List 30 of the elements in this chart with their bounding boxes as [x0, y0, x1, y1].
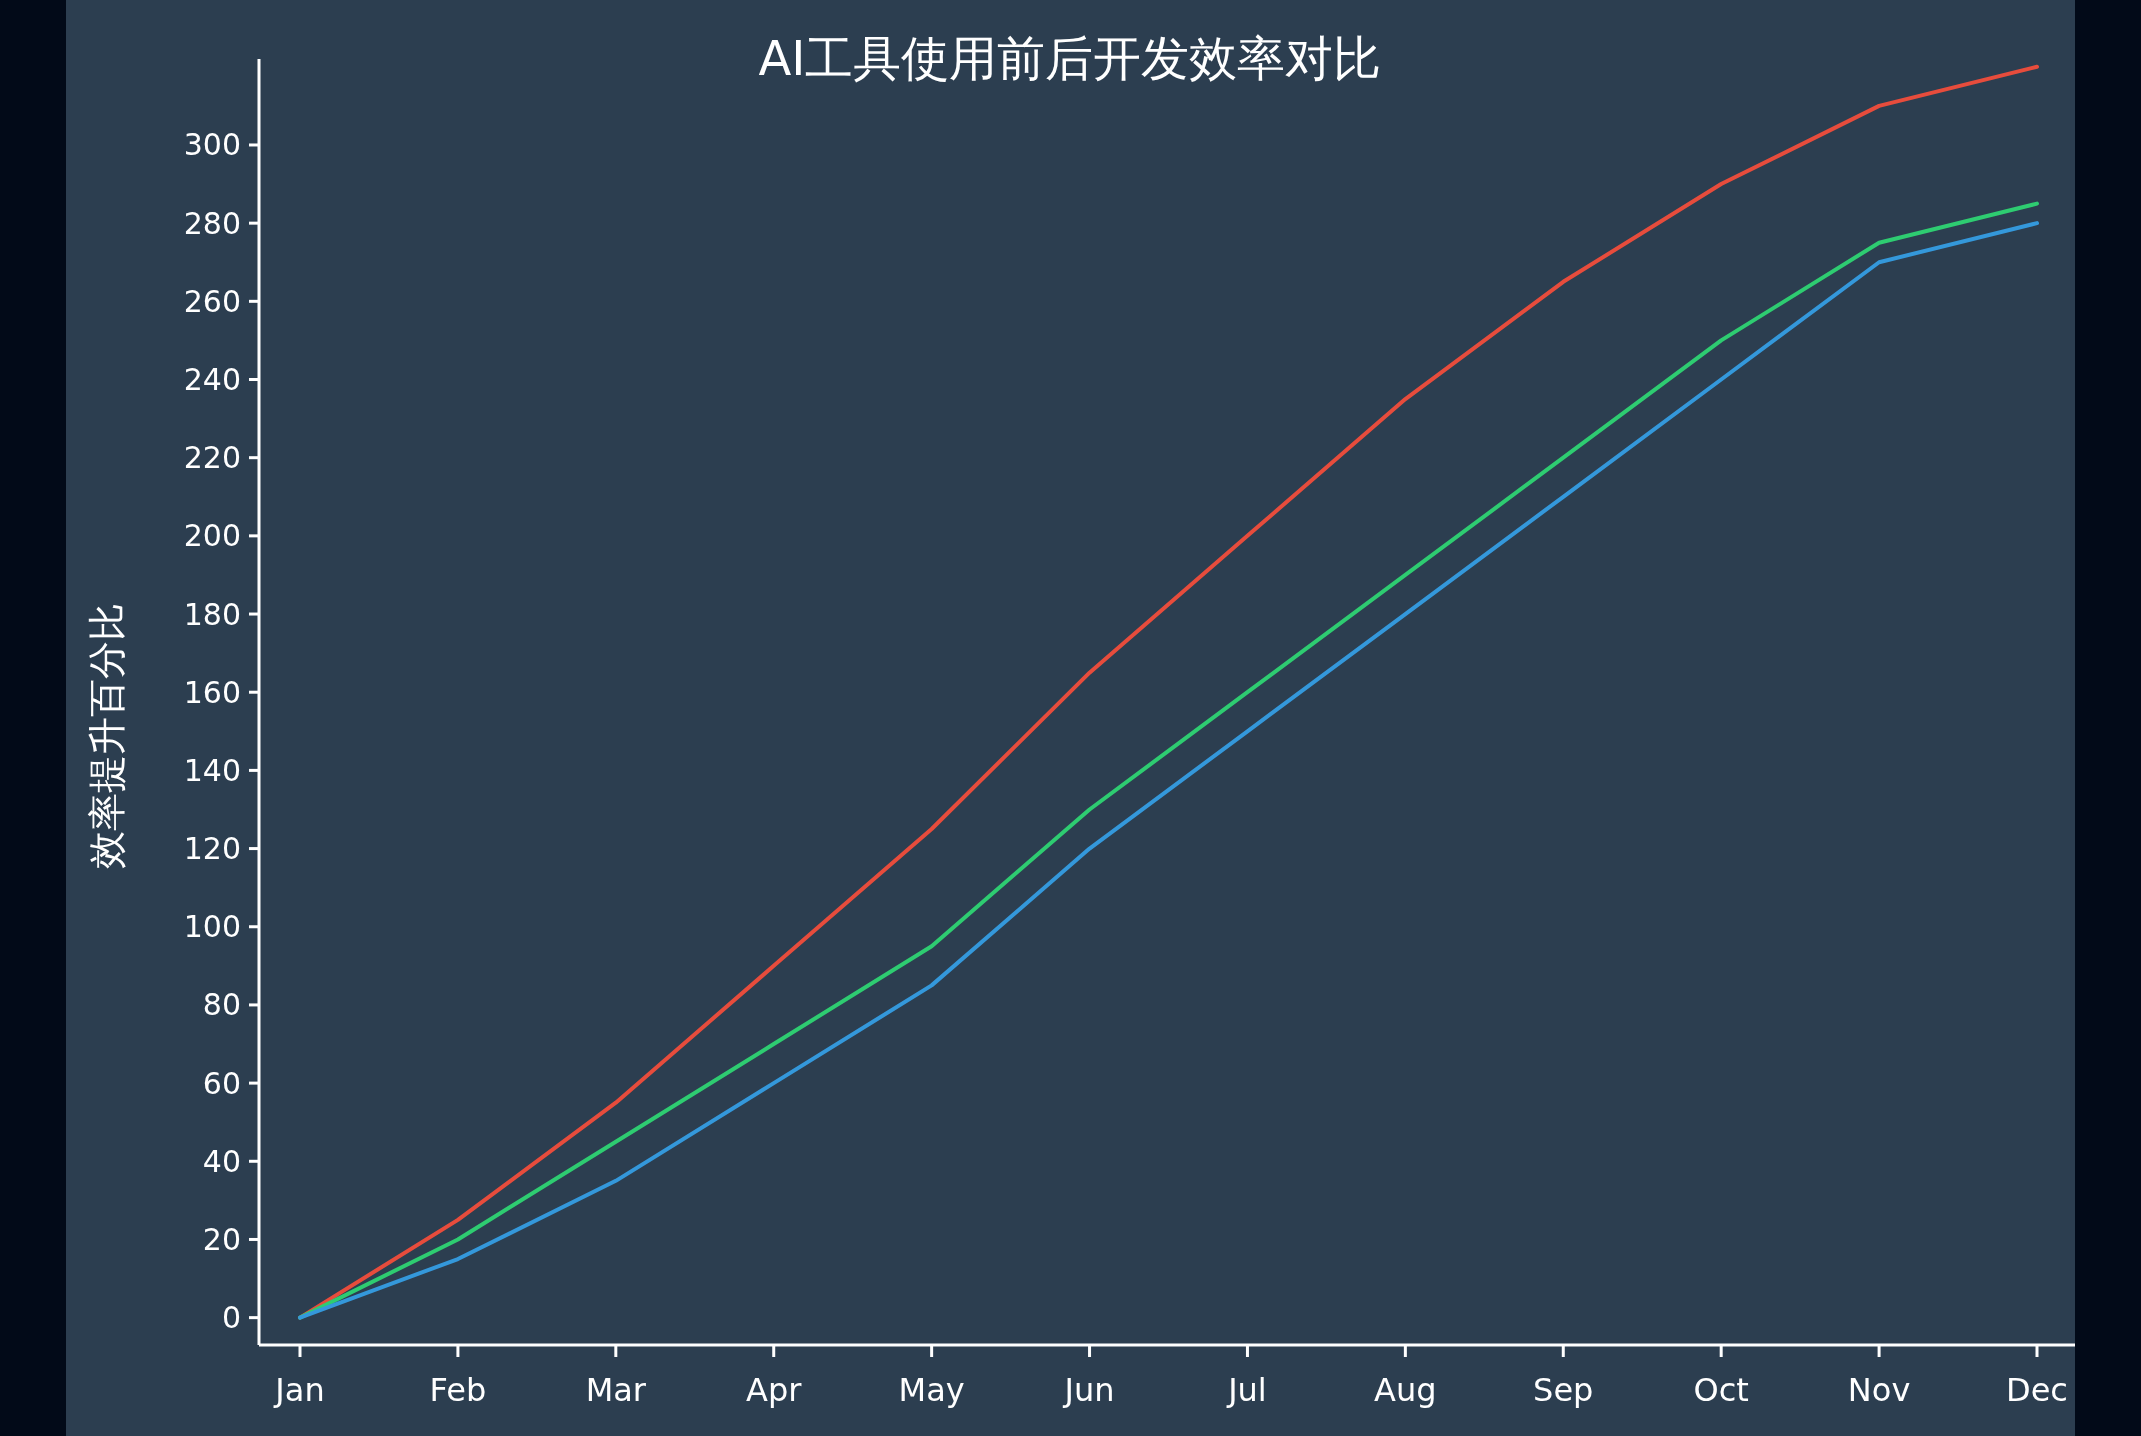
y-axis-title: 效率提升百分比: [85, 602, 129, 869]
x-tick-label: Mar: [585, 1371, 647, 1409]
y-tick-label: 40: [202, 1143, 241, 1179]
y-tick-label: 20: [202, 1221, 241, 1257]
x-tick-label: Jan: [273, 1371, 325, 1409]
y-tick-label: 120: [183, 831, 241, 867]
x-tick-label: Aug: [1374, 1371, 1437, 1409]
y-tick-label: 180: [183, 596, 241, 632]
y-tick-label: 300: [183, 127, 241, 163]
y-tick-label: 200: [183, 518, 241, 554]
y-tick-label: 100: [183, 909, 241, 945]
y-tick-label: 220: [183, 440, 241, 476]
y-tick-label: 80: [202, 987, 241, 1023]
y-tick-label: 260: [183, 283, 241, 319]
y-tick-label: 160: [183, 674, 241, 710]
x-tick-label: May: [898, 1371, 965, 1409]
chart-title: AI工具使用前后开发效率对比: [758, 30, 1382, 86]
x-tick-label: Apr: [746, 1371, 803, 1409]
x-tick-label: Nov: [1847, 1371, 1911, 1409]
y-tick-label: 280: [183, 205, 241, 241]
y-tick-label: 140: [183, 752, 241, 788]
x-tick-label: Oct: [1693, 1371, 1749, 1409]
x-tick-label: Jul: [1226, 1371, 1267, 1409]
x-tick-label: Sep: [1533, 1371, 1594, 1409]
y-tick-label: 60: [202, 1065, 241, 1101]
x-tick-label: Jun: [1062, 1371, 1115, 1409]
x-tick-label: Dec: [2006, 1371, 2068, 1409]
y-tick-label: 240: [183, 362, 241, 398]
y-tick-label: 0: [221, 1300, 241, 1336]
x-tick-label: Feb: [429, 1371, 487, 1409]
